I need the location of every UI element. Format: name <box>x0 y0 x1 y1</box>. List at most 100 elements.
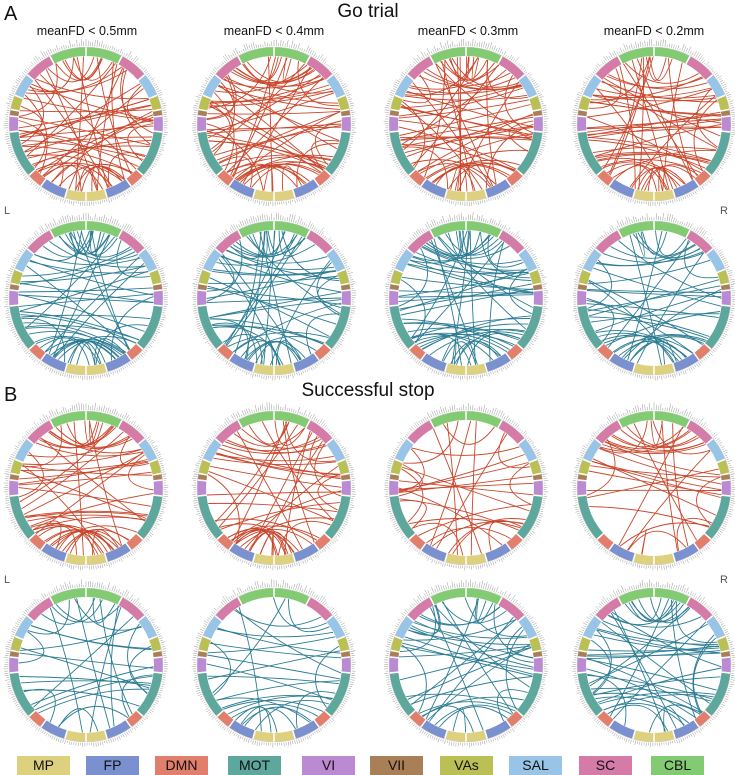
connection-chord <box>606 430 690 450</box>
connection-chord <box>244 708 296 730</box>
connection-chord <box>399 104 531 136</box>
ring-segment-cbl <box>274 588 310 605</box>
connection-chord <box>586 668 697 719</box>
connection-chord <box>282 421 315 543</box>
ring-segment-vii <box>197 651 208 658</box>
connection-chord <box>235 161 326 181</box>
ring-segment-dmn <box>29 533 46 550</box>
connection-chord <box>30 625 152 650</box>
connection-chord <box>441 601 507 624</box>
connection-chord <box>398 464 423 497</box>
ring-segment-dmn <box>29 710 46 727</box>
ring-segment-mp <box>445 730 466 742</box>
ring-segment-cbl <box>654 221 690 238</box>
positive-connections <box>398 420 534 556</box>
ring-segment-mot <box>324 495 351 539</box>
connection-chord <box>30 492 154 527</box>
ring-outline <box>196 220 352 376</box>
ring-outline <box>576 410 732 566</box>
ring-segment-sc <box>118 230 145 254</box>
ring-segment-sal <box>14 249 34 273</box>
ring-segment-cbl <box>50 411 86 428</box>
left-hemisphere-label-b: L <box>4 574 11 586</box>
ring-segment-vas <box>10 459 23 475</box>
connection-chord <box>602 251 704 263</box>
connection-chord <box>603 335 693 354</box>
connection-chord <box>601 159 701 174</box>
connection-chord <box>218 424 298 528</box>
connection-chord <box>275 340 302 366</box>
ring-segment-sc <box>215 597 242 621</box>
negative-connections <box>206 597 342 733</box>
ring-segment-mot <box>9 495 36 539</box>
negative-connections <box>586 597 722 733</box>
connection-chord <box>409 627 534 668</box>
ring-segment-mp <box>65 553 86 565</box>
legend-vi: VI <box>302 756 355 775</box>
connection-chord <box>411 318 531 338</box>
connection-chord <box>127 123 154 162</box>
connection-chord <box>208 105 322 173</box>
connection-chord <box>38 162 123 182</box>
ring-segment-vas <box>337 269 350 285</box>
ring-segment-mot <box>516 305 543 349</box>
ring-segment-vas <box>717 269 730 285</box>
connection-chord <box>440 61 523 90</box>
connection-chord <box>419 133 533 174</box>
ring-segment-vas <box>390 459 403 475</box>
ring-segment-sc <box>686 230 713 254</box>
connection-chord <box>211 270 337 276</box>
connection-chord <box>426 527 511 544</box>
connection-chord <box>506 626 534 663</box>
ring-segment-cbl <box>274 411 310 428</box>
ring-segment-vii <box>340 474 351 481</box>
connection-chord <box>34 254 141 266</box>
connection-chord <box>208 56 272 109</box>
ring-segment-vas <box>390 269 403 285</box>
connection-chord <box>217 85 340 142</box>
right-hemisphere-label-b: R <box>720 574 728 586</box>
ring-segment-dmn <box>314 533 331 550</box>
ring-segment-cbl <box>430 221 466 238</box>
connection-chord <box>398 480 534 496</box>
connection-chord <box>23 689 140 707</box>
connection-chord <box>284 430 311 555</box>
ring-segment-sc <box>27 597 54 621</box>
ring-ticks <box>571 402 735 571</box>
ring-segment-fp <box>609 179 635 198</box>
ring-segment-vas <box>198 459 211 475</box>
connection-chord <box>18 293 154 307</box>
ring-segment-mp <box>253 189 274 201</box>
ring-segment-sal <box>202 616 222 640</box>
ring-outline <box>196 587 352 743</box>
connection-chord <box>224 234 298 345</box>
ring-segment-cbl <box>466 221 502 238</box>
connection-chord <box>398 475 533 493</box>
legend-vii: VII <box>370 756 423 775</box>
ring-segment-mp <box>445 189 466 201</box>
connection-chord <box>613 610 666 732</box>
connection-chord <box>33 516 146 531</box>
connection-chord <box>208 140 329 165</box>
connection-chord <box>619 522 710 547</box>
ring-segment-cbl <box>238 221 274 238</box>
connection-chord <box>242 66 311 185</box>
connection-chord <box>92 597 116 624</box>
connection-chord <box>226 77 324 173</box>
connection-chord <box>604 441 705 453</box>
connection-chord <box>244 465 339 550</box>
connection-chord <box>221 255 342 293</box>
connection-chord <box>411 604 441 634</box>
connection-chord <box>627 530 687 551</box>
connection-chord <box>398 247 428 307</box>
connection-chord <box>600 430 691 453</box>
connection-chord <box>309 435 341 478</box>
ring-segment-sc <box>306 597 333 621</box>
connection-chord <box>637 232 701 259</box>
connection-chord <box>402 642 533 677</box>
ring-segment-vas <box>717 95 730 111</box>
right-hemisphere-label-a: R <box>720 205 728 217</box>
connection-chord <box>407 264 534 294</box>
connection-chord <box>89 420 123 546</box>
